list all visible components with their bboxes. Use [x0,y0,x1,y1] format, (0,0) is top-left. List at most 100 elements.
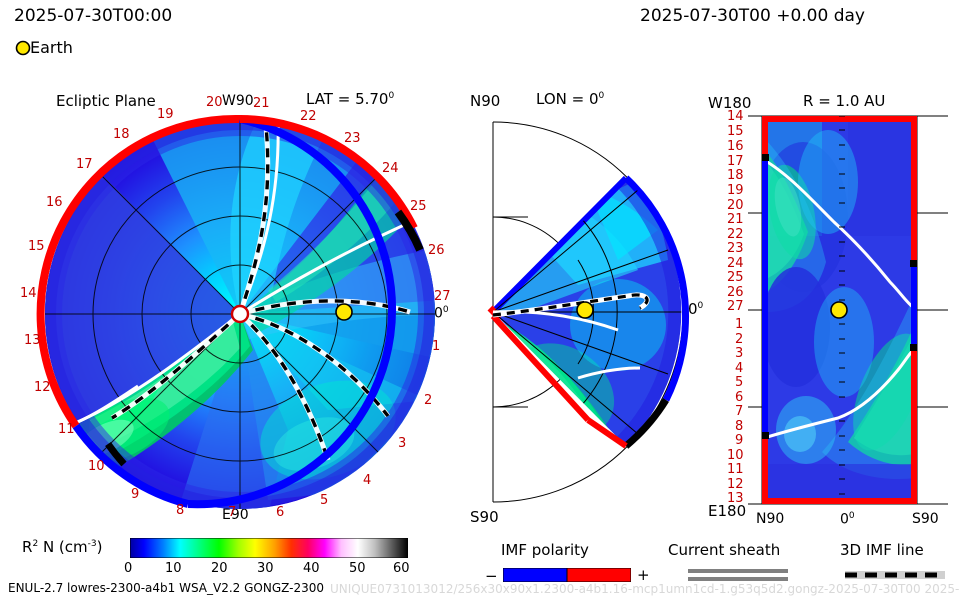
map-polarity-right-neg [911,264,917,348]
earth-marker [335,303,353,321]
synoptic-ytick-11: 11 [727,462,744,477]
colorbar[interactable] [130,538,408,558]
map-polarity-left-pos [762,116,768,156]
meridional-lon-label: LON = 00 [536,92,604,107]
rim-polarity-negative [187,115,397,509]
colorbar-tick-50: 50 [349,561,366,576]
ecliptic-right-value: 0 [434,305,443,322]
sun-marker [230,304,250,324]
synoptic-ytick-9: 9 [735,433,744,448]
timestamp-left: 2025-07-30T00:00 [14,6,173,26]
wedge-polarity-positive [490,313,591,423]
ecliptic-rim-label-23: 23 [344,131,361,146]
imf-line-3d-swatch [845,568,945,582]
meridional-right-degree: 0 [697,301,704,311]
ecliptic-rim-label-5: 5 [320,493,329,508]
colorbar-label-unit-exponent: -3 [87,539,97,549]
ecliptic-bottom-label: E90 [222,507,249,523]
ecliptic-rim-label-8: 8 [176,503,185,518]
imf-polarity-plus: + [637,566,650,584]
synoptic-xtick-s90: S90 [912,511,939,527]
synoptic-ytick-5: 5 [735,375,744,390]
ecliptic-rim-label-16: 16 [46,195,63,210]
synoptic-ytick-20: 20 [727,198,744,213]
colorbar-label-r: R [22,538,33,556]
synoptic-ytick-23: 23 [727,241,744,256]
synoptic-title: R = 1.0 AU [803,92,886,110]
ecliptic-rim-label-2: 2 [424,393,433,408]
synoptic-ytick-10: 10 [727,448,744,463]
ecliptic-rim-label-1: 1 [432,339,441,354]
synoptic-ytick-26: 26 [727,285,744,300]
imf-line [111,312,242,420]
ecliptic-rim-label-21: 21 [253,96,270,111]
meridional-plot[interactable] [468,110,693,510]
imf-line [238,125,270,315]
colorbar-label-rest: N (cm [38,538,88,556]
meridional-right-value: 0 [688,300,698,318]
rim-polarity-positive [36,114,241,429]
colorbar-tick-60: 60 [393,561,410,576]
ecliptic-rim-label-3: 3 [398,436,407,451]
meridional-right-label: 00 [688,302,703,317]
imf-line-3d-label: 3D IMF line [840,541,924,559]
synoptic-bottomleft-label: E180 [708,502,747,520]
synoptic-plot[interactable] [748,112,948,508]
synoptic-xtick-center-degree: 0 [848,511,855,521]
synoptic-ytick-19: 19 [727,183,744,198]
synoptic-ytick-1: 1 [735,317,744,332]
colorbar-tick-40: 40 [303,561,320,576]
colorbar-tick-20: 20 [211,561,228,576]
synoptic-ytick-22: 22 [727,227,744,242]
meridional-lon-value: LON = 0 [536,90,599,108]
synoptic-topleft-label: W180 [708,94,752,112]
synoptic-ytick-12: 12 [727,477,744,492]
wedge-polarity-negative [623,175,690,402]
model-info: ENUL-2.7 lowres-2300-a4b1 WSA_V2.2 GONGZ… [8,581,325,595]
ecliptic-rim-label-7: 7 [228,505,237,520]
current-sheath-label: Current sheath [668,541,781,559]
colorbar-tick-0: 0 [124,561,133,576]
ecliptic-plot[interactable] [28,100,448,520]
ecliptic-rim-label-6: 6 [276,505,285,520]
ecliptic-lat-value: LAT = 5.70 [306,90,389,108]
meridional-top-label: N90 [470,92,501,110]
synoptic-ytick-25: 25 [727,270,744,285]
synoptic-ytick-13: 13 [727,491,744,506]
ecliptic-rim-label-14: 14 [20,286,37,301]
colorbar-label-exponent: 2 [32,539,39,549]
synoptic-ytick-17: 17 [727,154,744,169]
imf-polarity-minus: − [485,567,498,585]
synoptic-xtick-center-value: 0 [840,511,849,528]
ecliptic-lat-label: LAT = 5.700 [306,92,394,107]
imf-line [239,312,390,418]
ecliptic-rim-label-18: 18 [113,127,130,142]
synoptic-ytick-21: 21 [727,212,744,227]
imf-line-3d [492,293,649,317]
imf-line [238,312,330,461]
ecliptic-rim-label-24: 24 [382,161,399,176]
synoptic-ytick-7: 7 [735,404,744,419]
earth-legend [14,38,134,58]
synoptic-ytick-4: 4 [735,361,744,376]
ecliptic-rim-label-17: 17 [76,157,93,172]
ecliptic-right-label: 00 [434,306,449,321]
synoptic-ytick-18: 18 [727,168,744,183]
map-polarity-right-pos [911,116,917,264]
imf-polarity-label: IMF polarity [501,541,589,559]
earth-marker-synoptic [830,301,848,319]
imf-polarity-swatch [503,568,631,582]
earth-icon [15,40,31,56]
ecliptic-top-label: W90 [222,93,254,109]
colorbar-tick-30: 30 [257,561,274,576]
current-sheath-swatch [688,568,788,582]
ecliptic-lat-degree: 0 [388,91,395,101]
synoptic-ytick-15: 15 [727,124,744,139]
watermark-text: UNIQUE0731013012/256x30x90x1.2300-a4b1.1… [330,582,960,596]
ecliptic-panel-title: Ecliptic Plane [56,92,156,110]
ecliptic-rim-label-11: 11 [58,422,75,437]
meridional-lon-degree: 0 [598,91,605,101]
synoptic-ytick-3: 3 [735,346,744,361]
synoptic-ytick-14: 14 [727,109,744,124]
synoptic-xtick-n90: N90 [756,511,785,527]
